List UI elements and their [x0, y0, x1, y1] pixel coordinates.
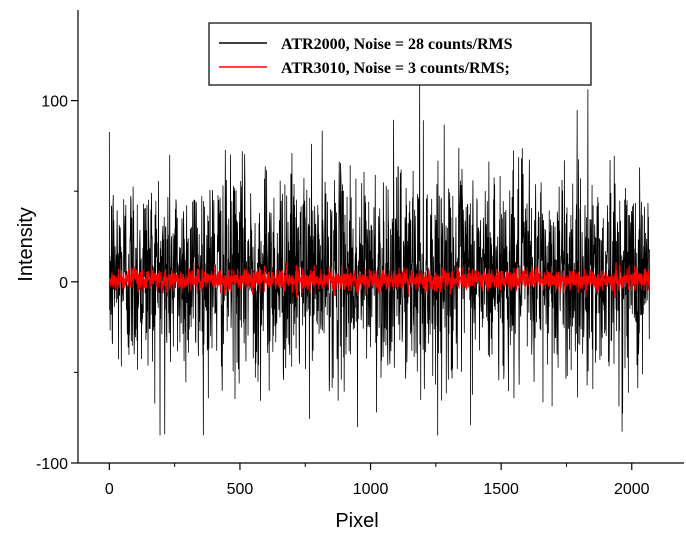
y-tick-label: 0	[59, 275, 68, 292]
x-tick-label: 2000	[614, 481, 650, 498]
legend-label-atr2000: ATR2000, Noise = 28 counts/RMS	[281, 36, 513, 53]
series-line-atr2000	[108, 78, 650, 436]
x-tick-label: 1500	[483, 481, 519, 498]
legend-box	[208, 22, 592, 86]
y-tick-label: 100	[41, 94, 68, 111]
legend: ATR2000, Noise = 28 counts/RMS ATR3010, …	[208, 22, 592, 86]
x-axis-label: Pixel	[335, 510, 378, 532]
legend-label-atr3010: ATR3010, Noise = 3 counts/RMS;	[281, 60, 510, 77]
x-tick-label: 500	[227, 481, 254, 498]
axes: 0 500 1000 1500 2000 -100 0 100	[36, 10, 684, 498]
plot-area	[108, 78, 651, 436]
y-tick-label: -100	[36, 456, 68, 473]
x-tick-label: 1000	[353, 481, 389, 498]
series-line-atr3010	[108, 262, 651, 298]
x-tick-label: 0	[105, 481, 114, 498]
y-axis-label: Intensity	[15, 207, 37, 281]
